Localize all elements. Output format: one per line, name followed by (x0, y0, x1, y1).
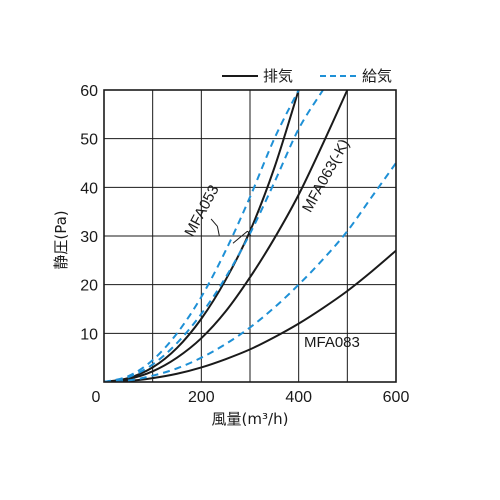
series-line-mfa083-exhaust (104, 249, 396, 382)
x-tick-label: 200 (188, 389, 215, 406)
annotation-mfa053: MFA053 (181, 182, 222, 239)
series-line-mfa083-supply (104, 162, 396, 382)
series-line-mfa053-supply (104, 90, 300, 382)
x-tick-label: 0 (92, 389, 101, 406)
x-tick-label: 600 (383, 389, 410, 406)
plot-frame (103, 89, 397, 383)
annotation-leader-line (216, 226, 220, 237)
grid (104, 90, 396, 382)
series-line-mfa063k-exhaust (104, 90, 349, 382)
y-tick-label: 40 (80, 180, 98, 197)
y-tick-label: 50 (80, 132, 98, 149)
annotation-leader-line (210, 218, 218, 227)
legend-label-supply: 給気 (362, 67, 392, 85)
tick-labels: 0 200 400 600 10 20 30 40 50 60 (80, 83, 409, 406)
x-axis-title: 風量(m³/h) (212, 410, 289, 428)
y-tick-label: 30 (80, 229, 98, 246)
annotation-mfa083: MFA083 (304, 334, 360, 351)
series-line-mfa053-exhaust (104, 90, 300, 382)
annotation-leader-line (232, 230, 248, 244)
series-layer (104, 90, 396, 382)
legend-label-exhaust: 排気 (263, 67, 293, 85)
y-tick-label: 60 (80, 83, 98, 100)
annotation-leaders (210, 218, 252, 244)
y-tick-label: 20 (80, 278, 98, 295)
annotation-leader-line (247, 230, 252, 237)
x-tick-label: 400 (285, 389, 312, 406)
y-tick-label: 10 (80, 326, 98, 343)
series-line-mfa063k-supply (104, 90, 324, 382)
y-axis-title: 静圧(Pa) (52, 210, 70, 269)
legend: 排気 給気 (222, 67, 392, 85)
